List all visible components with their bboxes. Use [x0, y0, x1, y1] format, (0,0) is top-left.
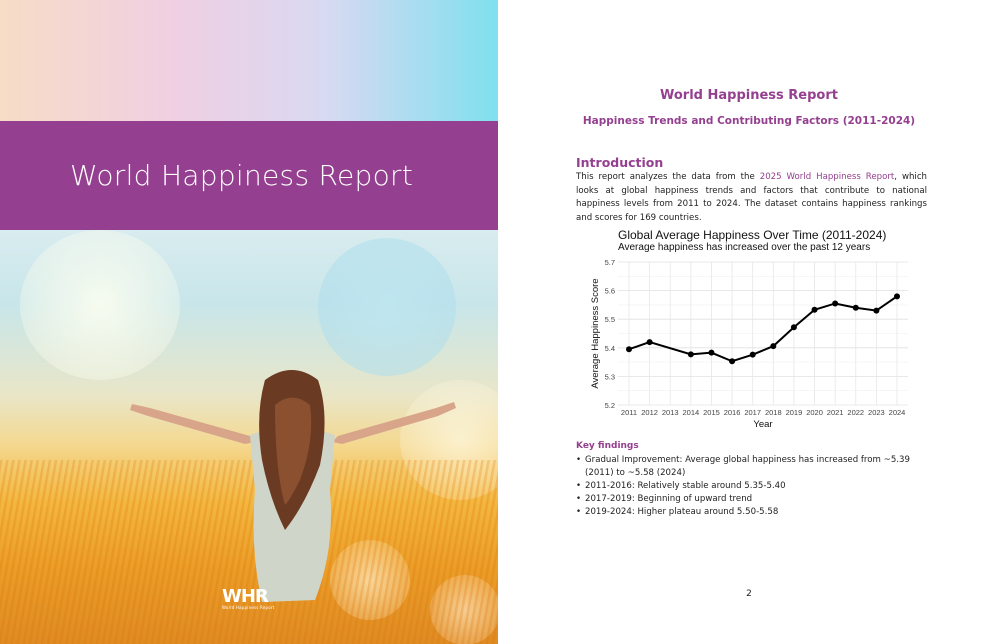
y-tick-label: 5.2: [605, 401, 615, 410]
page-number: 2: [746, 589, 752, 599]
y-tick-label: 5.3: [605, 372, 615, 381]
list-item: 2017-2019: Beginning of upward trend: [576, 493, 936, 506]
data-point: [626, 346, 632, 353]
cover-photo: WHR World Happiness Report: [0, 230, 498, 644]
data-point: [708, 349, 715, 356]
chart-subtitle: Average happiness has increased over the…: [618, 242, 871, 253]
y-tick-label: 5.4: [605, 344, 615, 353]
x-axis-label: Year: [753, 419, 772, 430]
intro-text-end: , which looks at global happiness trends…: [576, 172, 927, 223]
list-item: 2011-2016: Relatively stable around 5.35…: [576, 480, 936, 493]
data-point: [749, 351, 756, 358]
bokeh-circle: [430, 575, 498, 644]
x-tick-label: 2018: [765, 408, 782, 417]
data-point: [790, 324, 797, 331]
bokeh-circle: [20, 230, 180, 380]
x-tick-label: 2011: [621, 408, 637, 417]
data-point: [873, 307, 880, 314]
cover-title: World Happiness Report: [70, 159, 414, 192]
content-page: World Happiness Report Happiness Trends …: [498, 0, 1000, 644]
data-point: [852, 304, 859, 311]
woman-silhouette: [130, 370, 456, 602]
data-point: [646, 339, 653, 346]
x-tick-label: 2015: [703, 408, 720, 417]
intro-heading: Introduction: [576, 155, 664, 170]
y-tick-label: 5.6: [605, 287, 615, 296]
x-tick-label: 2022: [847, 408, 864, 417]
happiness-line-chart: 5.2 5.3 5.4 5.5 5.6 5.7 2011 2012 2013 2014 2015 20…: [590, 258, 908, 430]
page-subtitle: Happiness Trends and Contributing Factor…: [582, 115, 916, 127]
list-item: 2019-2024: Higher plateau around 5.50-5.…: [576, 506, 936, 519]
whr-2025-link[interactable]: 2025 World Happiness Report: [759, 172, 895, 182]
data-point: [729, 358, 736, 365]
data-point: [687, 351, 694, 358]
list-item: Gradual Improvement: Average global happ…: [576, 454, 936, 480]
whr-logo-subtext: World Happiness Report: [222, 605, 275, 610]
x-tick-label: 2021: [827, 408, 844, 417]
whr-logo-mark: WHR: [222, 586, 269, 607]
intro-text-start: This report analyzes the data from the: [576, 172, 760, 182]
x-tick-label: 2014: [683, 408, 700, 417]
x-tick-label: 2012: [641, 408, 658, 417]
data-point: [770, 343, 777, 350]
data-point: [811, 306, 818, 313]
cover-title-band: World Happiness Report: [0, 121, 498, 230]
x-tick-label: 2016: [724, 408, 741, 417]
bokeh-circle: [318, 238, 456, 376]
bokeh-circle: [400, 380, 498, 500]
chart-title: Global Average Happiness Over Time (2011…: [618, 228, 887, 242]
x-tick-label: 2019: [786, 408, 803, 417]
y-tick-label: 5.7: [605, 258, 615, 267]
x-tick-label: 2017: [744, 408, 761, 417]
x-tick-label: 2024: [889, 408, 906, 417]
intro-paragraph: This report analyzes the data from the 2…: [576, 171, 927, 225]
whr-logo: WHR World Happiness Report: [222, 586, 274, 610]
data-point: [832, 300, 839, 307]
key-findings-list: Gradual Improvement: Average global happ…: [576, 454, 936, 519]
bokeh-circle: [330, 540, 410, 620]
y-tick-label: 5.5: [605, 315, 615, 324]
wheat-field: [0, 460, 498, 644]
data-point: [894, 293, 900, 300]
x-tick-label: 2020: [806, 408, 823, 417]
y-axis-label: Average Happiness Score: [590, 278, 601, 388]
cover-page: World Happiness Report WHR World Happin: [0, 0, 498, 644]
x-tick-label: 2023: [868, 408, 885, 417]
page-title: World Happiness Report: [660, 88, 838, 103]
key-findings-heading: Key findings: [576, 441, 639, 451]
x-tick-label: 2013: [662, 408, 679, 417]
cover-top-gradient: [0, 0, 498, 121]
